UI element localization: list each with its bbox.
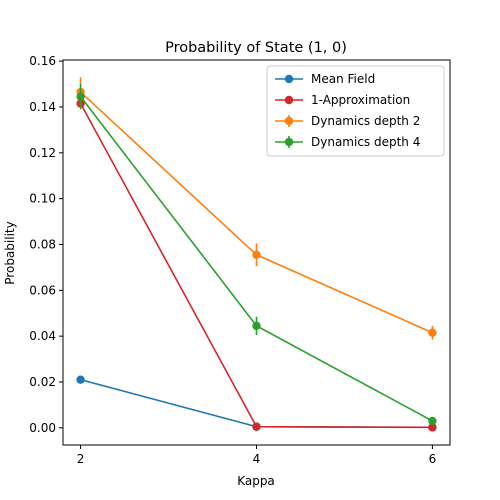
series-1-approximation — [76, 99, 437, 432]
legend-box — [266, 65, 445, 157]
x-axis-label: Kappa — [237, 474, 275, 488]
y-tick-label: 0.00 — [29, 421, 56, 435]
series-dynamics-depth-4 — [76, 84, 437, 426]
y-tick-label: 0.10 — [29, 192, 56, 206]
data-point — [428, 423, 437, 432]
legend-item: Mean Field — [275, 72, 375, 86]
legend-label: Dynamics depth 2 — [311, 114, 420, 128]
data-point — [76, 92, 85, 101]
y-tick-label: 0.06 — [29, 283, 56, 297]
y-axis: 0.00 0.02 0.04 0.06 0.08 0.10 0.12 0.14 0.16 — [29, 54, 63, 435]
legend-item: Dynamics depth 2 — [275, 114, 420, 128]
y-tick-label: 0.14 — [29, 100, 56, 114]
legend-swatch-marker — [284, 95, 294, 105]
y-tick-label: 0.12 — [29, 146, 56, 160]
x-axis: 2 4 6 — [77, 445, 436, 466]
legend-item: 1-Approximation — [275, 93, 410, 107]
legend-label: Dynamics depth 4 — [311, 135, 420, 149]
data-point — [76, 375, 85, 384]
data-point — [252, 422, 261, 431]
data-point — [428, 416, 437, 426]
legend-item: Dynamics depth 4 — [275, 135, 420, 149]
x-tick-label: 2 — [77, 452, 85, 466]
plot-frame — [62, 59, 451, 446]
legend-label: 1-Approximation — [311, 93, 410, 107]
y-tick-label: 0.04 — [29, 329, 56, 343]
legend-swatch-marker — [284, 74, 294, 84]
chart-title: Probability of State (1, 0) — [165, 40, 347, 56]
data-point — [428, 328, 437, 337]
data-point — [252, 321, 261, 331]
y-tick-label: 0.16 — [29, 54, 56, 68]
legend-swatch-marker — [284, 137, 294, 147]
x-tick-label: 4 — [253, 452, 261, 466]
legend-label: Mean Field — [311, 72, 375, 86]
series-layer — [76, 77, 437, 432]
y-axis-label: Probability — [3, 221, 17, 284]
data-point — [252, 250, 261, 259]
y-tick-label: 0.08 — [29, 237, 56, 251]
legend: Mean Field 1-Approximation Dynamics depth … — [266, 65, 445, 157]
x-tick-label: 6 — [429, 452, 437, 466]
y-tick-label: 0.02 — [29, 375, 56, 389]
legend-swatch-marker — [284, 116, 294, 126]
